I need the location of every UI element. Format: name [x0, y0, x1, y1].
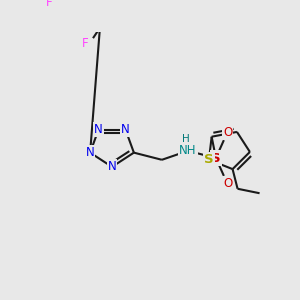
Text: N: N [86, 146, 94, 159]
Text: F: F [46, 0, 52, 9]
Text: S: S [204, 153, 214, 166]
Text: N: N [94, 123, 103, 136]
Text: O: O [223, 176, 232, 190]
Text: N: N [121, 123, 130, 136]
Text: O: O [223, 127, 232, 140]
Text: F: F [82, 37, 88, 50]
Text: S: S [211, 152, 221, 164]
Text: H: H [182, 134, 190, 144]
Text: N: N [108, 160, 116, 173]
Text: NH: NH [179, 144, 196, 158]
